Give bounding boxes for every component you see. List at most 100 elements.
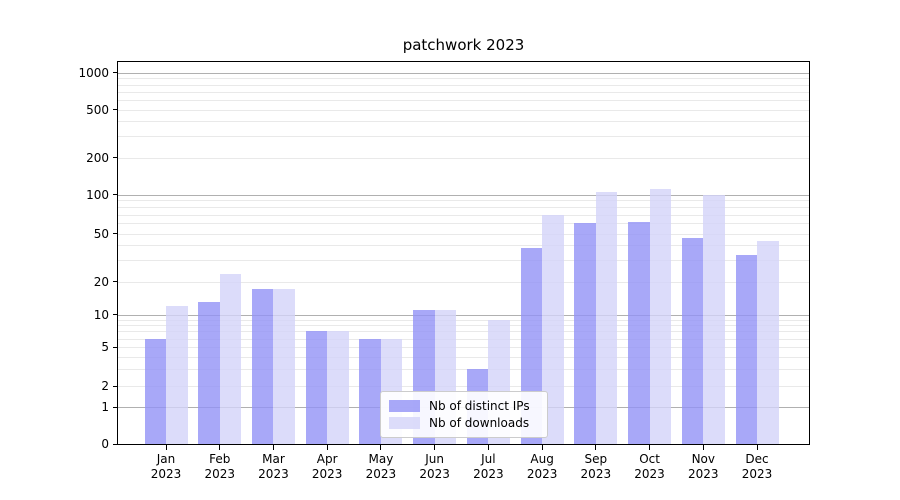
minor-gridline — [118, 368, 809, 370]
minor-gridline — [118, 245, 809, 247]
y-tick-label: 100 — [86, 187, 109, 202]
y-tick-label: 500 — [86, 102, 109, 117]
minor-gridline — [118, 281, 809, 283]
legend-label: Nb of distinct IPs — [429, 398, 530, 413]
bar-downloads-nov — [703, 194, 725, 444]
minor-gridline — [118, 99, 809, 101]
y-tick-mark — [112, 314, 117, 316]
bar-distinct-ips-nov — [681, 237, 704, 444]
grid-layer — [118, 62, 809, 444]
y-tick-label: 50 — [93, 226, 109, 241]
y-tick-mark — [112, 385, 117, 387]
minor-gridline — [118, 260, 809, 262]
x-tick-label: Apr 2023 — [311, 452, 343, 481]
y-tick-label: 200 — [86, 150, 109, 165]
y-tick-label: 10 — [93, 307, 109, 322]
x-tick-mark — [541, 445, 543, 450]
x-tick-mark — [595, 445, 597, 450]
y-tick-mark — [112, 72, 117, 74]
minor-gridline — [118, 78, 809, 80]
bar-distinct-ips-feb — [198, 302, 220, 444]
bar-downloads-aug — [542, 214, 564, 444]
minor-gridline — [118, 121, 809, 123]
bar-downloads-feb — [219, 274, 242, 444]
plot-area — [117, 61, 810, 445]
bar-downloads-jan — [166, 306, 188, 444]
major-gridline — [118, 314, 809, 316]
x-tick-label: Dec 2023 — [741, 452, 773, 481]
minor-gridline — [118, 325, 809, 327]
y-tick-mark — [112, 194, 117, 195]
minor-gridline — [118, 331, 809, 333]
y-tick-mark — [112, 281, 117, 282]
legend-item-distinct-ips: Nb of distinct IPs — [389, 399, 539, 413]
y-tick-label: 0 — [101, 437, 109, 451]
x-tick-label: Sep 2023 — [580, 452, 612, 481]
x-tick-mark — [702, 445, 704, 450]
x-tick-label: Oct 2023 — [634, 452, 665, 481]
x-tick-label: Nov 2023 — [688, 452, 719, 481]
major-gridline — [118, 194, 809, 196]
x-tick-mark — [756, 445, 758, 450]
y-tick-mark — [112, 346, 117, 348]
minor-gridline — [118, 223, 809, 225]
y-tick-label: 5 — [101, 340, 109, 355]
bar-distinct-ips-oct — [628, 222, 650, 444]
legend-item-downloads: Nb of downloads — [389, 416, 539, 430]
major-gridline — [118, 72, 809, 74]
minor-gridline — [118, 136, 809, 138]
x-tick-label: Jan 2023 — [150, 452, 182, 481]
legend-label: Nb of downloads — [429, 416, 530, 431]
minor-gridline — [118, 200, 809, 202]
x-tick-mark — [649, 445, 651, 450]
y-tick-mark — [112, 233, 117, 234]
minor-gridline — [118, 356, 809, 358]
x-tick-label: Jul 2023 — [473, 452, 504, 481]
y-tick-label: 1 — [101, 400, 109, 414]
bar-downloads-mar — [273, 289, 295, 444]
minor-gridline — [118, 338, 809, 340]
y-tick-label: 2 — [101, 379, 109, 394]
legend-swatch-distinct-ips — [389, 399, 420, 412]
minor-gridline — [118, 233, 809, 235]
x-tick-mark — [326, 445, 328, 450]
x-tick-mark — [434, 445, 436, 450]
bar-downloads-oct — [649, 189, 672, 444]
minor-gridline — [118, 319, 809, 321]
minor-gridline — [118, 84, 809, 86]
x-tick-label: Aug 2023 — [526, 452, 558, 481]
minor-gridline — [118, 109, 809, 111]
x-tick-mark — [272, 445, 274, 450]
bar-distinct-ips-sep — [574, 223, 596, 444]
chart-title: patchwork 2023 — [402, 36, 525, 54]
x-tick-label: May 2023 — [365, 452, 397, 481]
bar-distinct-ips-dec — [735, 255, 758, 444]
bar-distinct-ips-mar — [251, 289, 274, 444]
x-tick-label: Mar 2023 — [258, 452, 289, 481]
bar-downloads-sep — [595, 191, 618, 444]
bar-downloads-apr — [327, 331, 349, 444]
bar-downloads-dec — [757, 241, 779, 444]
x-tick-mark — [380, 445, 382, 450]
bar-distinct-ips-apr — [305, 331, 328, 444]
y-tick-mark — [112, 443, 117, 445]
minor-gridline — [118, 207, 809, 209]
legend: Nb of distinct IPs Nb of downloads — [380, 391, 548, 438]
x-tick-mark — [165, 445, 167, 450]
legend-swatch-downloads — [389, 417, 420, 430]
y-tick-label: 1000 — [78, 65, 109, 80]
y-tick-label: 20 — [93, 274, 109, 289]
minor-gridline — [118, 347, 809, 349]
y-tick-mark — [112, 406, 117, 408]
bar-distinct-ips-jan — [144, 338, 166, 444]
minor-gridline — [118, 386, 809, 388]
x-tick-mark — [219, 445, 221, 450]
bar-distinct-ips-may — [359, 338, 381, 444]
y-tick-mark — [112, 109, 117, 110]
x-tick-label: Feb 2023 — [204, 452, 235, 481]
minor-gridline — [118, 91, 809, 93]
x-tick-label: Jun 2023 — [419, 452, 450, 481]
bar-layer — [118, 62, 809, 444]
minor-gridline — [118, 157, 809, 159]
